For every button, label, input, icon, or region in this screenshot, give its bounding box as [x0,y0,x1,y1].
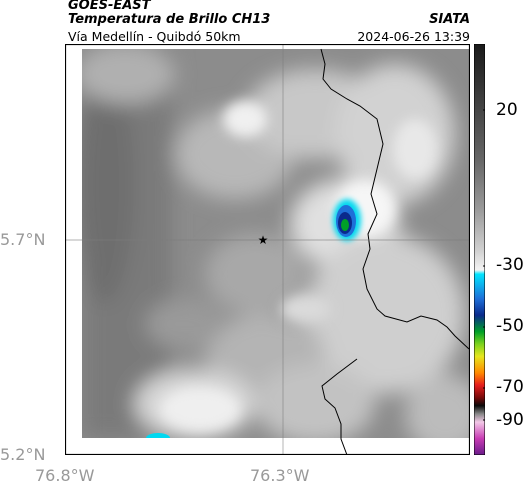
lat-tick-5-7: 5.7°N [0,230,46,249]
location-marker-star-icon: ★ [258,233,269,247]
colorbar-tick-minus30: -30 [496,255,524,275]
convective-cloud-core [333,199,361,241]
datetime-label: 2024-06-26 13:39 [357,29,470,44]
colorbar-tick-20: 20 [496,100,518,120]
colorbar-tick-minus90: -90 [496,410,524,430]
satellite-map: ★ [65,44,470,455]
organization-label: SIATA [429,12,470,27]
temperature-colorbar [474,44,485,455]
department-boundaries [320,48,470,455]
colorbar-tick-minus70: -70 [496,377,524,397]
product-title: Temperatura de Brillo CH13 [68,12,271,27]
lon-tick-76-3: 76.3°W [250,466,310,485]
brightness-temperature-image [82,49,469,438]
route-label: Vía Medellín - Quibdó 50km [68,29,241,44]
grid-lines [65,44,470,455]
satellite-title: GOES-EAST [68,0,151,13]
colorbar-tick-minus50: -50 [496,316,524,336]
lon-tick-76-8: 76.8°W [35,466,95,485]
lat-tick-5-2: 5.2°N [0,445,46,464]
cyan-cloud-patch [146,433,170,438]
